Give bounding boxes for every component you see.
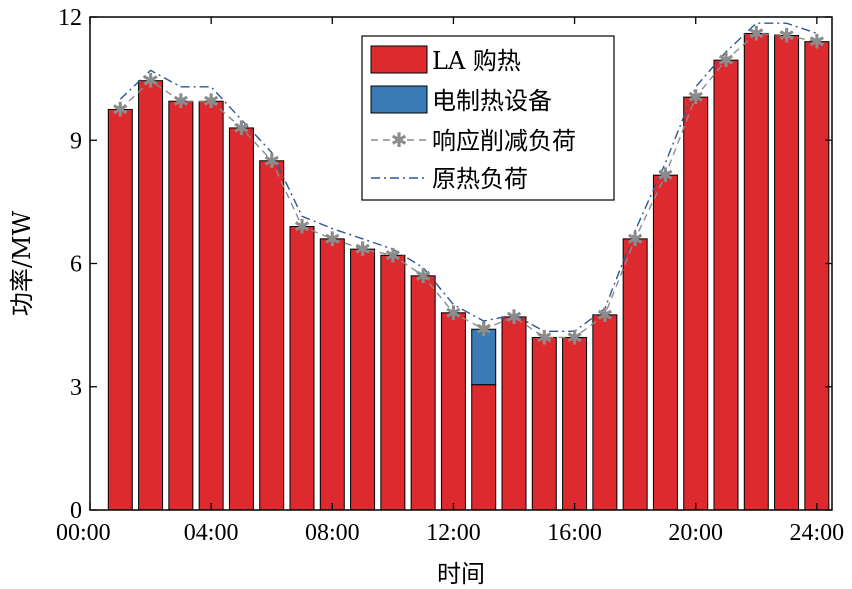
- la-heat-purchase-bars: [107, 32, 830, 511]
- response-reduction-point: ✱: [263, 149, 280, 173]
- response-reduction-point: ✱: [294, 215, 311, 239]
- x-tick-label: 16:00: [547, 520, 602, 546]
- x-tick-label: 12:00: [426, 520, 481, 546]
- la-bar: [289, 226, 315, 511]
- la-bar: [774, 34, 800, 511]
- original-heat-load-line: [119, 22, 818, 332]
- la-bar: [562, 336, 588, 511]
- response-reduction-point: ✱: [596, 303, 613, 327]
- legend-label-electric-heating: 电制热设备: [432, 87, 552, 115]
- y-tick-label: 9: [70, 128, 82, 154]
- la-bar: [228, 127, 254, 511]
- response-reduction-point: ✱: [627, 227, 644, 251]
- response-reduction-point: ✱: [475, 317, 492, 341]
- electric-heating-bars: [471, 328, 497, 386]
- response-reduction-point: ✱: [748, 21, 765, 45]
- response-reduction-point: ✱: [808, 30, 825, 54]
- legend-label-response-reduction: 响应削减负荷: [432, 127, 576, 155]
- legend: LA 购热 电制热设备 ✱ 响应削减负荷 原热负荷: [361, 35, 615, 201]
- response-reduction-point: ✱: [536, 325, 553, 349]
- y-tick-label: 3: [70, 375, 82, 401]
- la-bar: [683, 96, 709, 511]
- la-bar: [138, 80, 164, 511]
- response-reduction-point: ✱: [415, 264, 432, 288]
- la-bar: [531, 336, 557, 511]
- response-reduction-point: ✱: [687, 85, 704, 109]
- response-reduction-point: ✱: [384, 243, 401, 267]
- la-bar: [410, 275, 436, 511]
- la-bar: [107, 108, 133, 511]
- electric-heating-bar: [471, 328, 497, 386]
- la-bar: [350, 248, 376, 511]
- x-tick-label: 20:00: [668, 520, 723, 546]
- y-axis-ticks: 0 3 6 9 12: [58, 5, 832, 524]
- response-reduction-point: ✱: [445, 301, 462, 325]
- y-tick-label: 0: [70, 498, 82, 524]
- la-bar: [622, 238, 648, 511]
- x-tick-label: 00:00: [56, 520, 111, 546]
- legend-label-la-heat-purchase: LA 购热: [432, 47, 521, 75]
- x-tick-label: 08:00: [305, 520, 360, 546]
- la-bar: [198, 100, 224, 511]
- response-reduction-point: ✱: [142, 69, 159, 93]
- legend-marker-response-reduction: ✱: [391, 128, 408, 152]
- x-axis-label: 时间: [437, 560, 485, 588]
- x-axis-ticks: 00:00 04:00 08:00 12:00 16:00 20:00 24:00: [56, 17, 844, 546]
- y-tick-label: 6: [70, 252, 82, 278]
- la-bar: [652, 174, 678, 511]
- response-reduction-point: ✱: [112, 97, 129, 121]
- x-tick-label: 24:00: [790, 520, 845, 546]
- x-tick-label: 04:00: [184, 520, 239, 546]
- la-bar: [259, 160, 285, 511]
- la-bar: [380, 254, 406, 511]
- response-reduction-point: ✱: [354, 237, 371, 261]
- legend-swatch-la-heat-purchase: [370, 45, 428, 74]
- la-bar: [440, 312, 466, 511]
- response-reduction-point: ✱: [778, 23, 795, 47]
- legend-label-original-heat-load: 原热负荷: [432, 165, 528, 193]
- response-reduction-point: ✱: [566, 325, 583, 349]
- response-reduction-point: ✱: [233, 116, 250, 140]
- response-reduction-point: ✱: [506, 305, 523, 329]
- la-bar: [501, 316, 527, 511]
- la-bar: [319, 238, 345, 511]
- la-bar: [471, 384, 497, 511]
- legend-swatch-electric-heating: [370, 85, 428, 114]
- la-bar: [168, 100, 194, 511]
- la-bar: [713, 59, 739, 511]
- la-bar: [743, 32, 769, 511]
- la-bar: [804, 41, 830, 511]
- y-axis-label: 功率/MW: [8, 211, 36, 317]
- response-reduction-point: ✱: [718, 48, 735, 72]
- la-bar: [592, 314, 618, 511]
- y-tick-label: 12: [58, 5, 82, 31]
- line-series: ✱ ✱ ✱ ✱ ✱ ✱ ✱ ✱ ✱ ✱ ✱ ✱ ✱ ✱ ✱ ✱ ✱ ✱ ✱ ✱ ✱ ✱ ✱ ✱: [112, 21, 825, 349]
- response-reduction-point: ✱: [657, 163, 674, 187]
- response-reduction-point: ✱: [172, 89, 189, 113]
- response-reduction-point: ✱: [324, 227, 341, 251]
- response-reduction-point: ✱: [203, 89, 220, 113]
